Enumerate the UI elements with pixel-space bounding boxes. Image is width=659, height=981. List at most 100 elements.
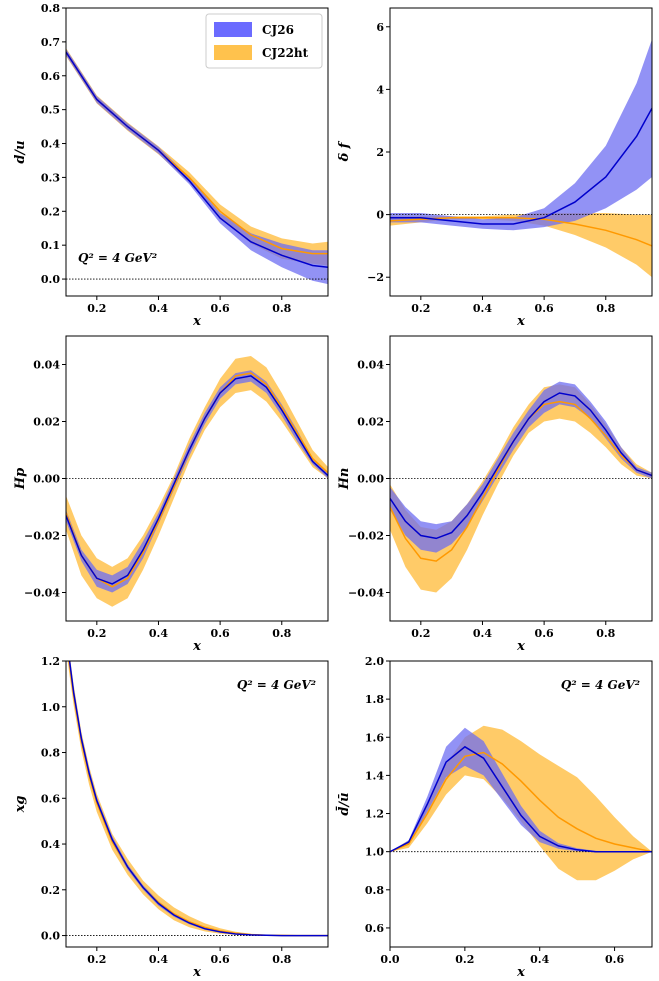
x-tick-label: 0.8 xyxy=(272,302,291,315)
x-axis-label: x xyxy=(516,965,525,980)
y-tick-label: 0.0 xyxy=(41,273,60,286)
y-tick-label: 0.6 xyxy=(41,792,60,805)
panel-du: 0.0 0.1 0.2 0.3 0.4 0.5 0.6 0.7 0.8 0.2 0.4 0.6 0.8 x… xyxy=(13,2,329,329)
q2-annotation: Q² = 4 GeV² xyxy=(78,251,157,265)
y-tick-label: −0.02 xyxy=(24,530,60,543)
legend-label-cj26: CJ26 xyxy=(262,23,294,37)
line-cj26 xyxy=(66,51,328,268)
plot-area xyxy=(390,39,652,278)
y-tick-label: −0.04 xyxy=(348,587,384,600)
x-tick-label: 0.2 xyxy=(411,302,430,315)
y-tick-label: −0.04 xyxy=(24,587,60,600)
x-tick-label: 0.4 xyxy=(473,627,492,640)
band-cj22ht xyxy=(67,661,328,936)
line-cj26 xyxy=(66,375,328,585)
x-tick-label: 0.4 xyxy=(149,302,168,315)
x-tick-label: 0.8 xyxy=(596,627,615,640)
panel-hn: −0.04 −0.02 0.00 0.02 0.04 0.2 0.4 0.6 0.8 x Hn xyxy=(337,335,653,654)
band-cj26 xyxy=(390,381,652,553)
y-tick-label: 1.2 xyxy=(41,655,60,668)
x-tick-label: 0.6 xyxy=(211,953,230,966)
x-axis-label: x xyxy=(192,639,201,654)
line-cj22ht xyxy=(66,372,328,588)
y-tick-label: 0.8 xyxy=(365,884,384,897)
panel-deltaf: −2 0 2 4 6 0.2 0.4 0.6 0.8 x δ f xyxy=(337,7,653,329)
band-cj26 xyxy=(66,48,328,285)
band-cj26 xyxy=(68,661,328,936)
axes-frame xyxy=(65,7,329,297)
y-axis-label: Hn xyxy=(337,468,352,491)
y-tick-label: 0.0 xyxy=(41,930,60,943)
y-axis-label: d̄/ū xyxy=(335,792,352,815)
panel-hp: −0.04 −0.02 0.00 0.02 0.04 0.2 0.4 0.6 0.8 x Hp xyxy=(13,335,329,654)
y-tick-label: 1.4 xyxy=(365,769,384,782)
panel-dbarubar: 0.6 0.8 1.0 1.2 1.4 1.6 1.8 2.0 0.0 0.2 0.4 0.6 x d̄/… xyxy=(335,655,653,980)
x-axis-label: x xyxy=(192,965,201,980)
x-tick-label: 0.4 xyxy=(149,953,168,966)
x-tick-label: 0.2 xyxy=(87,953,106,966)
plot-area xyxy=(390,381,652,593)
y-tick-label: 0.6 xyxy=(41,70,60,83)
band-cj22ht xyxy=(66,356,328,607)
y-tick-label: 0.7 xyxy=(41,36,60,49)
x-tick-label: 0.8 xyxy=(272,627,291,640)
line-cj26 xyxy=(68,661,328,937)
y-tick-label: 0.2 xyxy=(41,884,60,897)
band-cj26 xyxy=(390,727,652,853)
q2-annotation: Q² = 4 GeV² xyxy=(561,678,640,692)
y-tick-label: 0.3 xyxy=(41,171,60,184)
x-tick-label: 0.6 xyxy=(605,953,624,966)
x-tick-label: 0.0 xyxy=(380,953,399,966)
plot-area xyxy=(66,48,328,285)
x-tick-label: 0.2 xyxy=(87,302,106,315)
band-cj26 xyxy=(66,370,328,593)
line-cj22ht xyxy=(390,216,652,247)
y-tick-label: 0.8 xyxy=(41,2,60,15)
x-tick-label: 0.6 xyxy=(211,302,230,315)
y-tick-label: 0.2 xyxy=(41,205,60,218)
y-tick-label: 0.6 xyxy=(365,922,384,935)
y-tick-label: 6 xyxy=(376,21,384,34)
y-axis-label: d/u xyxy=(13,140,28,163)
plot-area xyxy=(66,661,328,937)
y-tick-label: 0.00 xyxy=(33,473,60,486)
line-cj26 xyxy=(390,107,652,225)
axes-frame xyxy=(65,660,329,948)
y-tick-label: 0.04 xyxy=(33,359,60,372)
x-axis-label: x xyxy=(192,314,201,329)
legend: CJ26 CJ22ht xyxy=(205,13,323,69)
y-tick-label: 0.8 xyxy=(41,747,60,760)
line-cj22ht xyxy=(390,751,652,853)
band-cj22ht xyxy=(390,213,652,278)
line-cj26 xyxy=(390,392,652,540)
x-tick-label: 0.8 xyxy=(272,953,291,966)
y-tick-label: −0.02 xyxy=(348,530,384,543)
y-tick-label: 0.02 xyxy=(357,416,384,429)
band-cj22ht xyxy=(66,48,328,266)
y-axis-label: xg xyxy=(13,796,28,814)
panel-xg: 0.0 0.2 0.4 0.6 0.8 1.0 1.2 0.2 0.4 0.6 0.8 x xg Q² =… xyxy=(13,655,329,980)
x-tick-label: 0.4 xyxy=(473,302,492,315)
x-axis-label: x xyxy=(516,314,525,329)
legend-label-cj22ht: CJ22ht xyxy=(262,46,309,60)
y-tick-label: 1.6 xyxy=(365,731,384,744)
y-tick-label: 0.04 xyxy=(357,359,384,372)
legend-swatch-cj26 xyxy=(214,22,252,37)
line-cj22ht xyxy=(66,51,328,255)
x-tick-label: 0.6 xyxy=(535,302,554,315)
y-tick-label: 0.02 xyxy=(33,416,60,429)
y-tick-label: 2.0 xyxy=(365,655,384,668)
y-tick-label: 0.00 xyxy=(357,473,384,486)
x-tick-label: 0.4 xyxy=(530,953,549,966)
band-cj22ht xyxy=(390,384,652,593)
x-tick-label: 0.2 xyxy=(87,627,106,640)
y-tick-label: 1.8 xyxy=(365,693,384,706)
y-tick-label: 4 xyxy=(376,83,384,96)
x-axis-label: x xyxy=(516,639,525,654)
q2-annotation: Q² = 4 GeV² xyxy=(237,678,316,692)
x-tick-label: 0.8 xyxy=(596,302,615,315)
x-tick-label: 0.2 xyxy=(455,953,474,966)
legend-swatch-cj22ht xyxy=(214,45,252,60)
x-tick-label: 0.6 xyxy=(535,627,554,640)
